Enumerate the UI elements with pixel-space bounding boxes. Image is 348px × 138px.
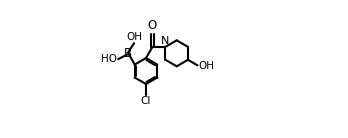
Text: OH: OH xyxy=(126,32,142,42)
Text: OH: OH xyxy=(198,61,214,71)
Text: O: O xyxy=(148,19,157,32)
Text: HO: HO xyxy=(102,54,118,64)
Text: N: N xyxy=(161,36,169,46)
Text: B: B xyxy=(124,47,132,60)
Text: Cl: Cl xyxy=(141,96,151,106)
